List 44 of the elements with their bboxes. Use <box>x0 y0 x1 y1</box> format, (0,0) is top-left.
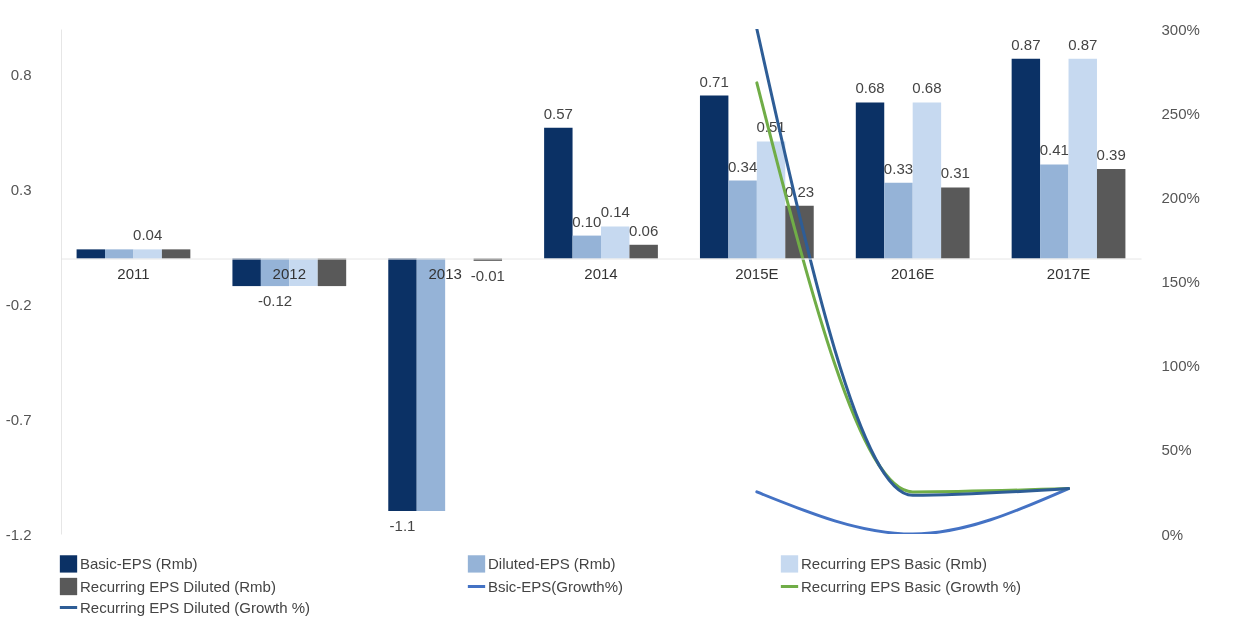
data-label: 0.87 <box>1011 35 1041 53</box>
y-tick-label: -0.7 <box>5 410 32 428</box>
data-label: 0.04 <box>133 226 163 244</box>
data-label: 0.41 <box>1039 141 1069 159</box>
y-tick-label: 0.8 <box>10 66 32 84</box>
data-label: -1.1 <box>389 517 416 535</box>
legend-label: Recurring EPS Basic (Rmb) <box>801 554 987 572</box>
data-label: 0.06 <box>629 221 659 239</box>
data-label: 0.33 <box>883 159 914 177</box>
legend-label: Diluted-EPS (Rmb) <box>488 554 616 572</box>
y2-tick-label: 150% <box>1161 273 1200 290</box>
data-label: 0.71 <box>699 72 729 90</box>
legend-label: Basic-EPS (Rmb) <box>80 554 198 572</box>
data-label: 0.57 <box>543 104 573 122</box>
x-tick-label: 2014 <box>584 265 618 283</box>
data-label: 0.39 <box>1096 146 1126 164</box>
x-tick-label: 2015E <box>735 265 779 283</box>
data-label: 0.31 <box>940 164 970 182</box>
y2-tick-label: 250% <box>1161 104 1200 122</box>
y2-tick-label: 100% <box>1161 357 1200 375</box>
legend-label: Recurring EPS Diluted (Rmb) <box>80 577 276 595</box>
x-tick-label: 2011 <box>117 265 150 283</box>
data-label: -0.12 <box>257 292 293 310</box>
data-label: 0.14 <box>600 203 630 221</box>
data-label: -0.01 <box>470 266 505 284</box>
y-tick-label: -0.2 <box>5 295 32 313</box>
x-tick-label: 2016E <box>891 265 935 283</box>
y-tick-label: 0.3 <box>10 181 32 199</box>
y2-tick-label: 0% <box>1161 525 1184 543</box>
x-tick-label: 2012 <box>272 265 306 283</box>
y2-tick-label: 300% <box>1161 20 1200 38</box>
legend-label: Bsic-EPS(Growth%) <box>488 577 624 595</box>
y-tick-label: -1.2 <box>5 525 32 543</box>
y2-tick-label: 200% <box>1161 188 1200 206</box>
x-tick-label: 2017E <box>1046 265 1091 283</box>
legend-label: Recurring EPS Diluted (Growth %) <box>80 598 311 616</box>
data-label: 0.87 <box>1068 35 1098 53</box>
legend-label: Recurring EPS Basic (Growth %) <box>801 577 1022 595</box>
data-label: 0.68 <box>912 79 942 97</box>
y2-tick-label: 50% <box>1161 441 1192 459</box>
x-tick-label: 2013 <box>428 265 462 283</box>
data-label: 0.34 <box>728 157 758 175</box>
data-label: 0.68 <box>855 79 885 97</box>
data-label: 0.10 <box>572 212 602 230</box>
